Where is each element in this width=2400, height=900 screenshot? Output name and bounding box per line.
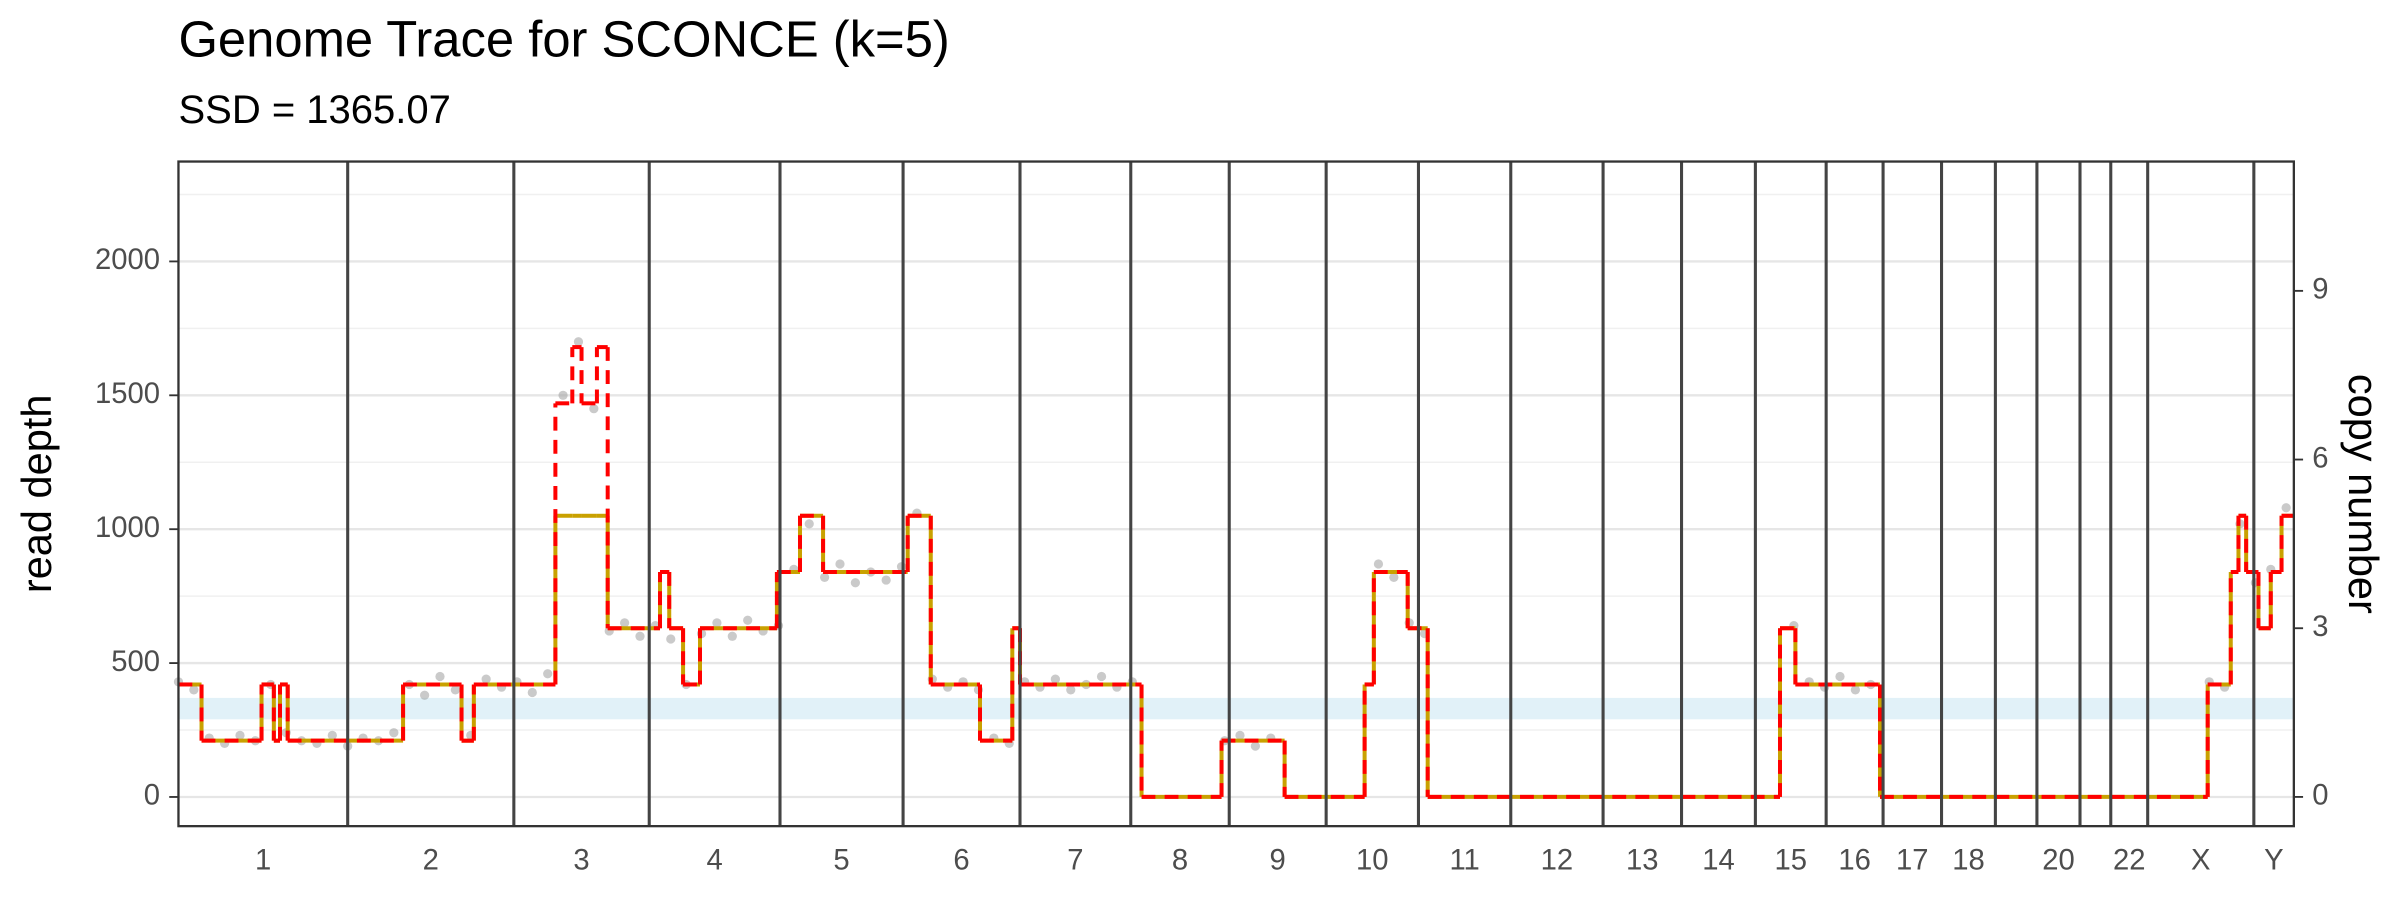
read-depth-point [327,730,337,740]
x-tick-label: 11 [1449,844,1479,876]
read-depth-point [589,404,599,414]
y2-tick-label: 0 [2312,780,2328,812]
read-depth-point [1066,685,1076,695]
read-depth-point [1235,730,1245,740]
x-tick-label: 1 [255,844,271,876]
read-depth-point [804,519,814,529]
plot-border [177,160,2295,828]
read-depth-point [573,337,584,347]
y2-axis-title: copy number [2340,374,2387,614]
x-tick-label: 22 [2113,844,2146,876]
read-depth-point [1373,559,1384,569]
read-depth-point [1389,572,1399,583]
x-tick-label: 3 [573,844,589,876]
read-depth-point [450,685,460,695]
read-depth-point [1250,741,1260,751]
read-depth-point [235,730,245,740]
x-tick-label: 2 [423,844,439,876]
y-tick-label: 2000 [95,244,160,276]
x-tick-label: 12 [1541,844,1574,876]
read-depth-point [558,390,568,400]
read-depth-point [712,618,722,628]
x-tick-label: 5 [833,844,849,876]
y-tick-label: 0 [144,780,160,812]
x-tick-label: 18 [1952,844,1985,876]
x-tick-label: 8 [1172,844,1188,876]
read-depth-point [1835,671,1845,682]
x-tick-label: 17 [1896,844,1929,876]
x-tick-label: X [2191,844,2211,876]
x-tick-label: 10 [1356,844,1389,876]
x-tick-label: 13 [1626,844,1659,876]
y2-tick-label: 9 [2312,274,2328,306]
read-depth-point [543,669,553,679]
read-depth-point [666,634,676,644]
read-depth-point [189,685,199,695]
read-depth-point [620,618,630,628]
y-tick-label: 1000 [95,512,160,544]
x-tick-label: 4 [706,844,722,876]
read-depth-point [835,559,845,569]
read-depth-point [820,572,830,583]
x-tick-label: 14 [1702,844,1735,876]
read-depth-point [743,615,753,625]
y-tick-label: 500 [111,646,160,678]
y2-tick-label: 3 [2312,611,2328,643]
x-tick-label: 16 [1838,844,1871,876]
read-depth-point [1850,685,1860,695]
read-depth-point [635,631,645,641]
x-tick-label: 9 [1270,844,1286,876]
x-tick-label: 6 [953,844,969,876]
read-depth-point [1050,674,1060,684]
read-depth-point [2281,503,2291,513]
read-depth-point [527,687,537,698]
read-depth-point [481,674,491,684]
read-depth-point [435,671,445,682]
x-tick-label: 20 [2042,844,2075,876]
x-tick-label: 15 [1775,844,1808,876]
y-tick-label: 1500 [95,378,160,410]
y-axis-title: read depth [13,395,60,594]
x-tick-label: Y [2264,844,2284,876]
reference-band [178,697,2294,720]
read-depth-point [727,631,737,641]
x-tick-label: 7 [1067,844,1083,876]
read-depth-point [389,728,399,738]
read-depth-point [420,690,430,700]
read-depth-point [850,578,860,588]
chart-subtitle: SSD = 1365.07 [178,88,450,132]
read-depth-point [1096,671,1107,682]
chart-title: Genome Trace for SCONCE (k=5) [178,10,949,67]
y2-tick-label: 6 [2312,442,2328,474]
read-depth-point [881,575,891,585]
